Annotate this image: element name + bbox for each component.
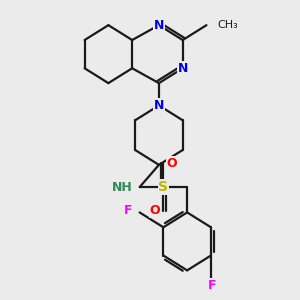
Text: CH₃: CH₃ <box>217 20 238 30</box>
Text: NH: NH <box>111 181 132 194</box>
Text: F: F <box>124 204 132 218</box>
Text: N: N <box>154 19 164 32</box>
Text: N: N <box>154 99 164 112</box>
Text: N: N <box>178 62 188 75</box>
Text: F: F <box>208 279 217 292</box>
Text: O: O <box>167 157 177 170</box>
Text: S: S <box>158 180 168 194</box>
Text: O: O <box>150 204 160 218</box>
